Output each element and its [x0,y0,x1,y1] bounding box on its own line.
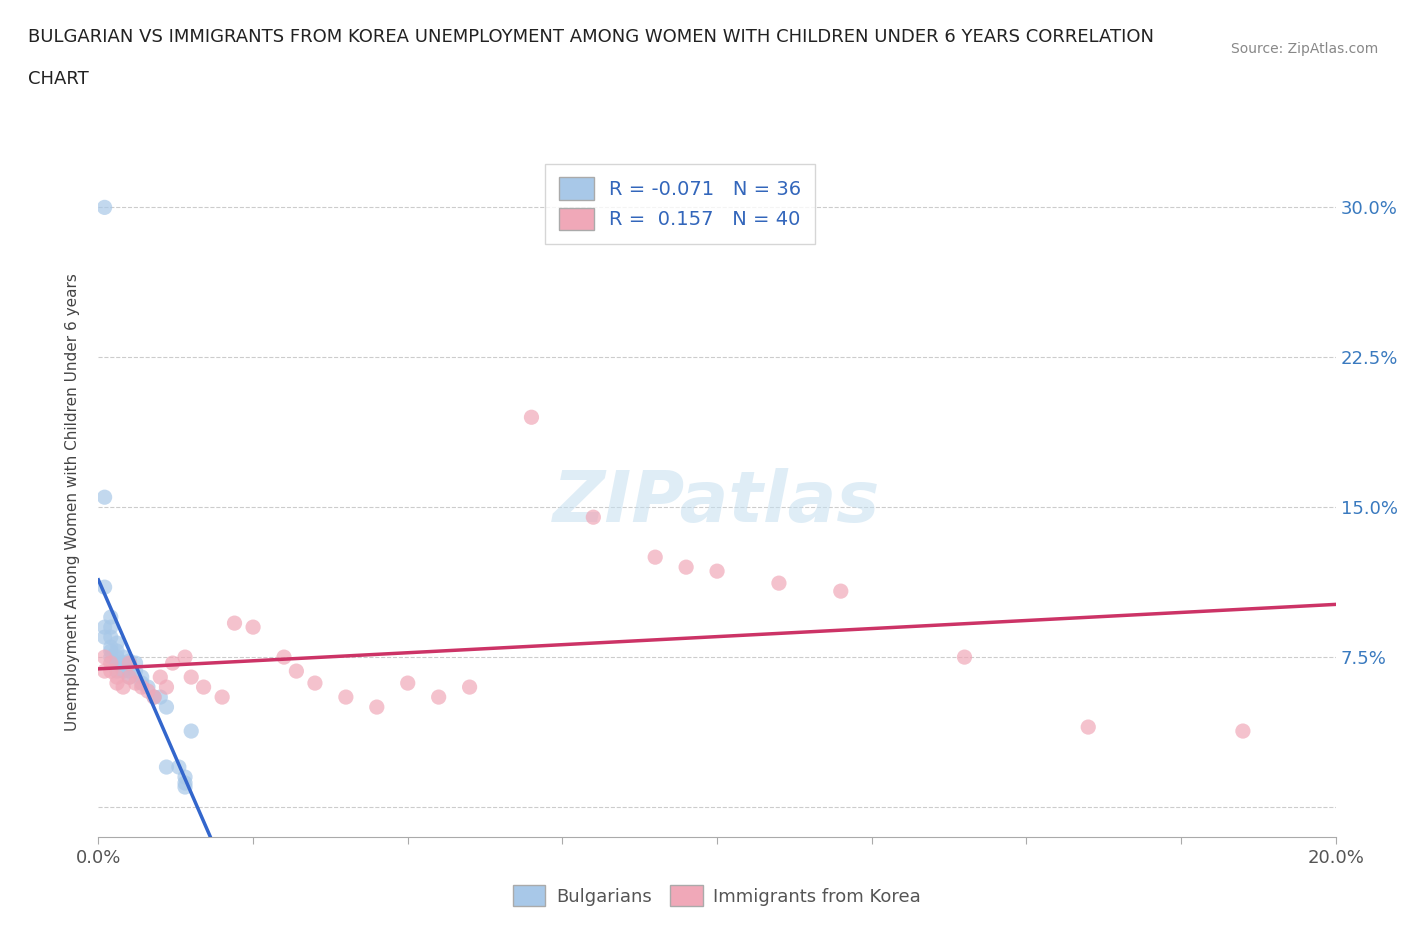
Point [155,680,177,695]
Point [112,650,135,665]
Point [112,664,135,679]
Point [124,656,146,671]
Point [100,630,122,644]
Point [118,664,141,679]
Point [830,584,852,599]
Point [105,650,128,665]
Point [180,670,202,684]
Point [193,680,215,695]
Point [180,724,202,738]
Point [211,690,233,705]
Point [105,670,128,684]
Point [167,760,190,775]
Point [458,680,481,695]
Point [93,650,115,665]
Point [644,550,666,565]
Point [131,670,153,684]
Text: BULGARIAN VS IMMIGRANTS FROM KOREA UNEMPLOYMENT AMONG WOMEN WITH CHILDREN UNDER : BULGARIAN VS IMMIGRANTS FROM KOREA UNEMP… [28,28,1154,46]
Point [953,650,976,665]
Point [427,690,450,705]
Point [174,770,197,785]
Point [118,654,141,669]
Point [242,619,264,634]
Point [118,670,141,684]
Y-axis label: Unemployment Among Women with Children Under 6 years: Unemployment Among Women with Children U… [65,273,80,731]
Point [582,510,605,525]
Point [100,644,122,658]
Point [118,670,141,684]
Point [304,676,326,691]
Point [174,650,197,665]
Point [112,680,135,695]
Text: CHART: CHART [28,70,89,87]
Point [143,690,166,705]
Point [224,616,246,631]
Point [1232,724,1254,738]
Point [768,576,790,591]
Point [93,619,115,634]
Point [136,680,159,695]
Point [100,664,122,679]
Point [675,560,697,575]
Point [93,200,115,215]
Point [149,690,172,705]
Point [155,760,177,775]
Point [174,776,197,790]
Point [100,640,122,655]
Point [118,656,141,671]
Point [131,680,153,695]
Point [706,564,728,578]
Point [100,650,122,665]
Point [100,656,122,671]
Point [124,664,146,679]
Text: Source: ZipAtlas.com: Source: ZipAtlas.com [1230,42,1378,56]
Point [100,610,122,625]
Point [149,670,172,684]
Point [105,644,128,658]
Point [1077,720,1099,735]
Point [273,650,295,665]
Point [136,684,159,698]
Point [520,410,543,425]
Point [105,656,128,671]
Point [131,676,153,691]
Point [93,490,115,505]
Point [162,656,184,671]
Point [93,630,115,644]
Point [155,699,177,714]
Point [366,699,388,714]
Point [124,676,146,691]
Point [335,690,357,705]
Point [112,656,135,671]
Point [174,779,197,794]
Point [105,636,128,651]
Point [396,676,419,691]
Point [93,579,115,594]
Point [93,664,115,679]
Point [285,664,308,679]
Point [105,676,128,691]
Point [143,690,166,705]
Text: ZIPatlas: ZIPatlas [554,468,880,537]
Legend: Bulgarians, Immigrants from Korea: Bulgarians, Immigrants from Korea [503,876,931,915]
Point [105,664,128,679]
Point [100,619,122,634]
